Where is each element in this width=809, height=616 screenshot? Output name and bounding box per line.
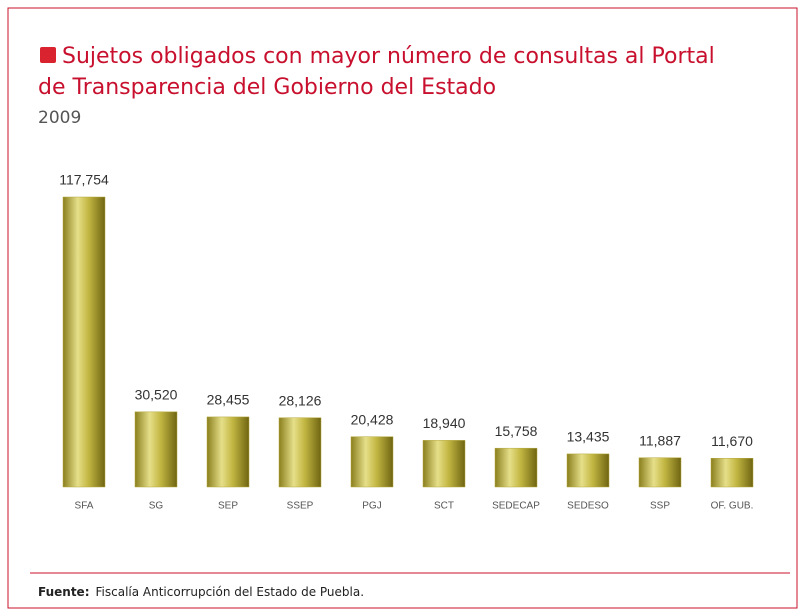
x-tick-label: SSEP [287,501,314,512]
value-label: 28,455 [207,392,250,408]
source-text: Fiscalía Anticorrupción del Estado de Pu… [96,585,365,599]
value-label: 18,940 [423,415,466,431]
bar [566,453,610,488]
bar [134,411,178,488]
bar [350,436,394,488]
x-tick-label: SEDESO [567,501,609,512]
source: Fuente: Fiscalía Anticorrupción del Estad… [38,585,364,599]
chart-title: de Transparencia del Gobierno del Estado [38,75,496,100]
frame [7,7,798,609]
source-label: Fuente: [38,585,90,599]
bar [422,440,466,488]
x-tick-label: SEDECAP [492,501,540,512]
x-tick-label: SG [149,501,164,512]
bar [638,457,682,488]
x-tick-label: PGJ [362,501,381,512]
x-tick-label: SFA [75,501,94,512]
x-tick-label: SEP [218,501,238,512]
value-label: 30,520 [135,387,178,403]
value-label: 15,758 [495,423,538,439]
value-label: 28,126 [279,392,322,408]
value-label: 11,670 [711,433,753,449]
bar [278,417,322,488]
x-tick-label: OF. GUB. [711,501,754,512]
value-label: 117,754 [59,172,109,188]
bar [710,458,754,488]
value-label: 11,887 [639,432,681,448]
chart-subtitle: 2009 [38,108,81,128]
value-label: 20,428 [351,411,394,427]
bar [494,447,538,488]
x-tick-label: SSP [650,501,670,512]
chart-title: Sujetos obligados con mayor número de co… [62,44,715,69]
title-icon [40,47,56,63]
bar [206,416,250,488]
bar [62,196,106,488]
value-label: 13,435 [567,429,610,445]
x-tick-label: SCT [434,501,454,512]
